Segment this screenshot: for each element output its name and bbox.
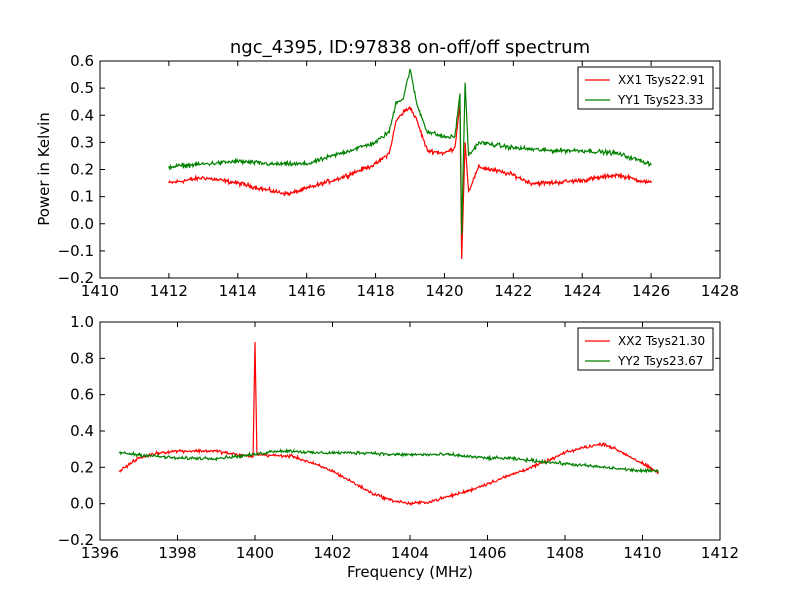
legend-label: XX2 Tsys21.30 <box>618 334 705 348</box>
series-line-yy1 <box>168 68 652 235</box>
y-tick-label: −0.2 <box>58 531 94 549</box>
top-legend: XX1 Tsys22.91 YY1 Tsys23.33 <box>577 66 714 110</box>
y-tick-label: 0.8 <box>70 349 94 367</box>
legend-box <box>577 327 714 371</box>
y-tick-label: 0.3 <box>70 133 94 151</box>
x-tick-label: 1402 <box>313 544 351 562</box>
series-line-yy2 <box>118 447 659 474</box>
legend-label: YY2 Tsys23.67 <box>617 354 703 368</box>
x-tick-label: 1408 <box>546 544 584 562</box>
legend-label: YY1 Tsys23.33 <box>617 93 703 107</box>
y-tick-label: 0.2 <box>70 458 94 476</box>
x-tick-label: 1422 <box>494 282 532 300</box>
y-tick-label: 0.1 <box>70 188 94 206</box>
x-tick-label: 1416 <box>288 282 326 300</box>
x-tick-label: 1400 <box>236 544 274 562</box>
y-tick-label: 0.6 <box>70 52 94 70</box>
x-tick-label: 1410 <box>81 282 119 300</box>
x-tick-label: 1424 <box>563 282 601 300</box>
bottom-legend: XX2 Tsys21.30 YY2 Tsys23.67 <box>577 327 714 371</box>
x-tick-label: 1414 <box>219 282 257 300</box>
y-tick-label: −0.2 <box>58 269 94 287</box>
x-tick-label: 1412 <box>701 544 739 562</box>
y-tick-label: 0.0 <box>70 495 94 513</box>
y-tick-label: 0.4 <box>70 422 94 440</box>
plot-frame <box>99 321 721 541</box>
legend-box <box>577 66 714 110</box>
plot-frame <box>99 60 721 279</box>
y-axis-label: Power in Kelvin <box>35 112 53 226</box>
x-tick-label: 1428 <box>701 282 739 300</box>
top-plot-area: 1410 1412 1414 1416 1418 1420 1422 1424 1426 1428… <box>58 52 740 300</box>
chart-title: ngc_4395, ID:97838 on-off/off spectrum <box>230 37 590 58</box>
x-tick-label: 1412 <box>150 282 188 300</box>
x-tick-label: 1426 <box>632 282 670 300</box>
y-tick-label: 0.5 <box>70 79 94 97</box>
x-tick-label: 1420 <box>425 282 463 300</box>
y-tick-label: 0.0 <box>70 215 94 233</box>
series-line-xx1 <box>168 104 652 260</box>
y-tick-label: 0.2 <box>70 161 94 179</box>
legend-label: XX1 Tsys22.91 <box>618 73 705 87</box>
series-line-xx2 <box>118 341 659 506</box>
y-tick-label: 1.0 <box>70 313 94 331</box>
x-tick-label: 1398 <box>158 544 196 562</box>
x-tick-label: 1410 <box>623 544 661 562</box>
x-tick-label: 1418 <box>356 282 394 300</box>
y-tick-label: −0.1 <box>58 242 94 260</box>
y-tick-label: 0.4 <box>70 106 94 124</box>
x-tick-label: 1406 <box>468 544 506 562</box>
top-chart-panel: ngc_4395, ID:97838 on-off/off spectrum P… <box>35 37 739 300</box>
x-tick-label: 1396 <box>81 544 119 562</box>
y-tick-label: 0.6 <box>70 386 94 404</box>
x-axis-label: Frequency (MHz) <box>347 563 473 581</box>
bottom-chart-panel: Frequency (MHz) 1396 1398 1400 1402 1404 1406… <box>58 313 740 581</box>
bottom-plot-area: 1396 1398 1400 1402 1404 1406 1408 1410 1412 −0.2… <box>58 313 740 562</box>
x-tick-label: 1404 <box>391 544 429 562</box>
